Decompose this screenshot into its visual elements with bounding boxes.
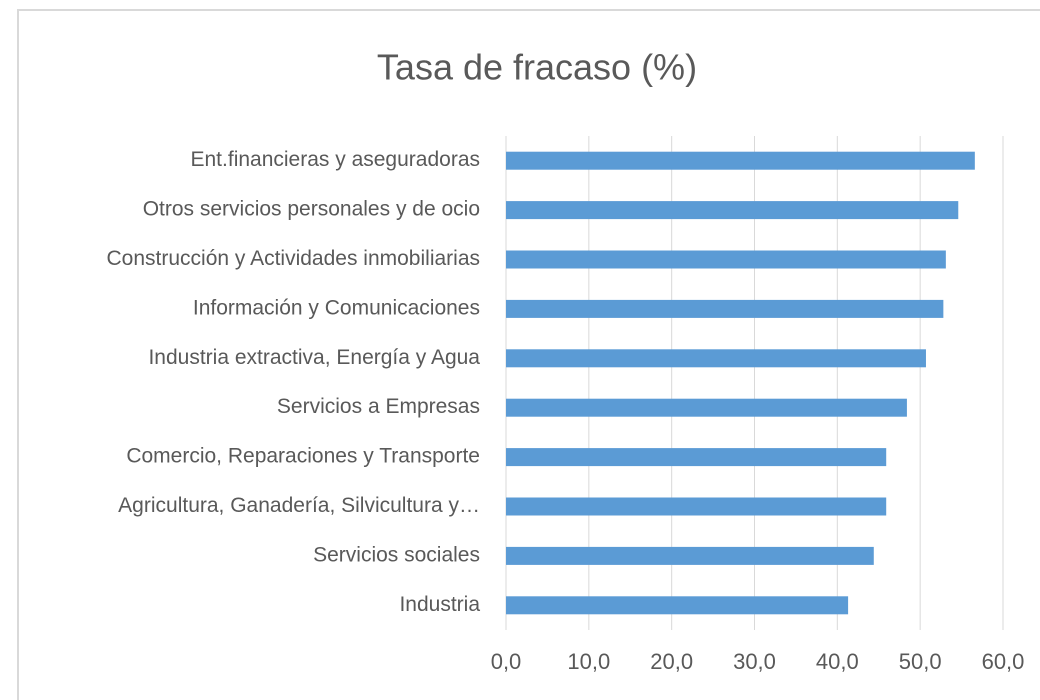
bar <box>506 299 944 318</box>
x-tick-label: 50,0 <box>899 649 942 674</box>
chart-title: Tasa de fracaso (%) <box>377 47 697 88</box>
x-tick-label: 0,0 <box>491 649 522 674</box>
y-tick-label: Servicios sociales <box>313 543 480 566</box>
bar <box>506 497 887 516</box>
bar <box>506 349 926 368</box>
x-tick-label: 40,0 <box>816 649 859 674</box>
bar <box>506 546 874 565</box>
bar <box>506 151 975 170</box>
y-tick-label: Otros servicios personales y de ocio <box>143 198 480 221</box>
x-tick-label: 20,0 <box>650 649 693 674</box>
x-tick-label: 60,0 <box>982 649 1025 674</box>
y-tick-label: Información y Comunicaciones <box>193 296 480 319</box>
x-tick-label: 30,0 <box>733 649 776 674</box>
bar <box>506 250 946 269</box>
y-tick-label: Industria <box>399 593 480 616</box>
bar <box>506 398 907 417</box>
y-tick-label: Ent.financieras y aseguradoras <box>191 148 481 171</box>
y-tick-label: Industria extractiva, Energía y Agua <box>148 346 480 369</box>
bar <box>506 201 959 220</box>
y-tick-label: Servicios a Empresas <box>277 395 480 418</box>
y-tick-label: Comercio, Reparaciones y Transporte <box>126 445 480 468</box>
y-tick-label: Construcción y Actividades inmobiliarias <box>107 247 481 270</box>
bar <box>506 448 887 467</box>
bar <box>506 596 849 615</box>
y-tick-label: Agricultura, Ganadería, Silvicultura y… <box>118 494 480 517</box>
x-tick-label: 10,0 <box>567 649 610 674</box>
